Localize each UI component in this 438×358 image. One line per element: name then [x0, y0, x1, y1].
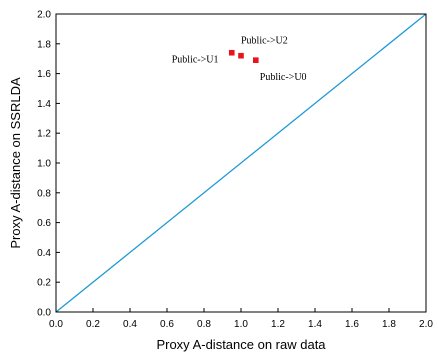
y-tick-label: 0.6: [37, 218, 51, 229]
x-tick-label: 1.0: [234, 319, 248, 330]
series: Public->U1 Public->U2 Public->U0: [55, 13, 427, 313]
y-tick-label: 0.4: [37, 248, 51, 259]
x-tick-label: 1.6: [345, 319, 359, 330]
x-tick-label: 0.8: [197, 319, 211, 330]
x-tick-label: 1.8: [382, 319, 396, 330]
x-tick-label: 0.0: [49, 319, 63, 330]
reference-line: [55, 13, 427, 313]
x-tick-label: 0.2: [86, 319, 100, 330]
y-tick-label: 1.4: [37, 99, 51, 110]
point-annotation: Public->U1: [172, 55, 219, 66]
y-tick-label: 1.0: [37, 159, 51, 170]
y-tick-label: 0.0: [37, 308, 51, 319]
x-tick-label: 0.4: [123, 319, 137, 330]
x-tick-label: 1.2: [271, 319, 285, 330]
data-point: [238, 52, 244, 59]
plot-frame: [55, 13, 427, 313]
y-tick-label: 2.0: [37, 10, 51, 21]
point-annotation: Public->U2: [241, 36, 288, 47]
point-annotation: Public->U0: [260, 72, 307, 83]
x-axis-ticks: 0.0 0.2 0.4 0.6 0.8 1.0 1.2 1.4 1.6 1.8 2.0: [49, 308, 433, 330]
y-tick-label: 1.6: [37, 69, 51, 80]
y-axis-label: Proxy A-distance on SSRLDA: [8, 77, 23, 249]
x-tick-label: 0.6: [160, 319, 174, 330]
y-tick-label: 1.8: [37, 39, 51, 50]
x-tick-label: 2.0: [419, 319, 433, 330]
y-tick-label: 0.2: [37, 278, 51, 289]
y-tick-label: 0.8: [37, 188, 51, 199]
x-tick-label: 1.4: [308, 319, 322, 330]
data-point: [253, 57, 259, 63]
x-axis-label: Proxy A-distance on raw data: [156, 337, 326, 352]
data-point: [228, 49, 235, 56]
y-tick-label: 1.2: [37, 129, 51, 140]
y-axis-ticks: 0.0 0.2 0.4 0.6 0.8 1.0 1.2 1.4 1.6 1.8 2.0: [37, 10, 60, 319]
